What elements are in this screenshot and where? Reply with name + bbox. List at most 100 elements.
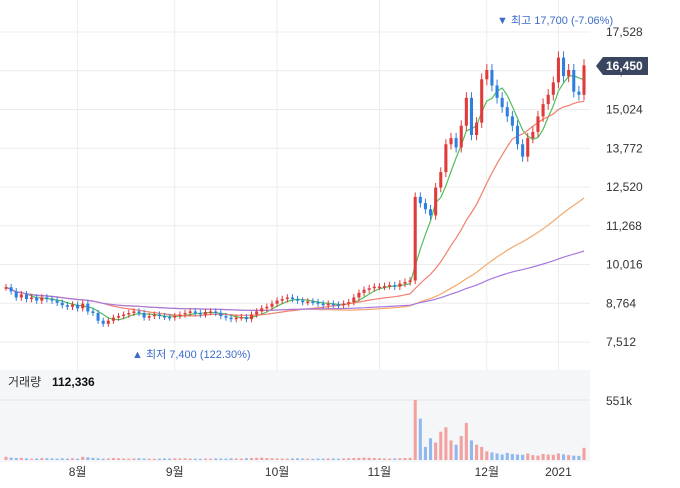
candle-body <box>96 312 100 321</box>
candle-body <box>475 122 479 136</box>
volume-bar <box>567 455 571 460</box>
volume-bar <box>60 458 64 460</box>
candle-body <box>178 314 182 317</box>
volume-bar <box>500 454 504 460</box>
candle-body <box>35 297 39 301</box>
candle-body <box>403 282 407 284</box>
candle-body <box>316 302 320 304</box>
candle <box>357 289 361 301</box>
volume-bar <box>81 456 85 460</box>
candle-body <box>521 144 525 157</box>
candle-body <box>469 97 474 136</box>
low-annotation-text: ▲ 최저 7,400 (122.30%) <box>132 348 251 361</box>
volume-bar <box>521 454 525 460</box>
price-tick-label: 8,764 <box>606 296 636 310</box>
volume-bar <box>137 458 141 460</box>
volume-bar <box>562 454 566 460</box>
candle-body <box>331 303 335 306</box>
candle <box>541 98 545 122</box>
candle <box>367 284 371 294</box>
volume-bar <box>147 458 151 460</box>
candle-body <box>362 289 366 293</box>
candle-body <box>224 316 228 318</box>
candle-body <box>45 297 49 300</box>
candle-body <box>209 311 213 313</box>
volume-bar <box>111 458 115 460</box>
volume-bar <box>45 458 49 460</box>
volume-bar <box>582 447 586 460</box>
candle-body <box>423 203 427 210</box>
volume-bar <box>372 458 376 460</box>
candle-body <box>418 196 422 204</box>
volume-bar <box>9 457 13 460</box>
candle-body <box>193 311 197 313</box>
candle-body <box>536 116 540 132</box>
volume-bar <box>388 458 392 460</box>
candle <box>413 192 417 284</box>
candle-body <box>413 196 417 281</box>
candle-body <box>255 311 259 315</box>
current-price-value: 16,450 <box>606 59 643 73</box>
candle <box>65 301 69 310</box>
volume-bar <box>475 444 479 460</box>
candle <box>260 305 264 315</box>
candle <box>347 298 351 307</box>
volume-bar <box>193 458 197 460</box>
volume-bar <box>347 458 351 460</box>
volume-bar <box>326 458 330 460</box>
time-axis: 8월 9월 10월 11월 12월 2021 <box>69 465 572 479</box>
candle <box>495 79 499 104</box>
candle-body <box>321 303 325 306</box>
candle-body <box>152 314 156 317</box>
volume-bar <box>413 400 417 460</box>
volume-bar <box>572 455 576 460</box>
ma5-line <box>5 74 585 321</box>
candle <box>178 311 182 320</box>
candle-body <box>296 299 300 301</box>
volume-bar <box>122 458 126 460</box>
candle-body <box>454 138 458 148</box>
volume-bar <box>19 457 23 460</box>
candle-body <box>398 283 402 287</box>
candle <box>449 132 453 150</box>
volume-bar <box>14 458 18 460</box>
volume-bar <box>106 458 110 460</box>
candle-body <box>14 291 18 298</box>
candle <box>127 309 131 318</box>
candle <box>249 311 254 323</box>
candle-body <box>19 294 23 298</box>
candle <box>423 198 427 214</box>
volume-bar <box>469 440 474 460</box>
candle <box>567 63 571 83</box>
candle-body <box>106 320 110 324</box>
candle <box>244 313 248 323</box>
volume-bar <box>423 446 427 460</box>
candle-body <box>515 125 520 145</box>
volume-bar <box>91 457 95 460</box>
volume-bar <box>260 457 264 460</box>
high-annotation-text: ▼ 최고 17,700 (-7.06%) <box>497 14 613 27</box>
candle <box>35 294 39 304</box>
candle-body <box>439 172 443 188</box>
candle-body <box>352 297 356 303</box>
candle <box>562 51 566 83</box>
candle-body <box>188 311 192 313</box>
candle-body <box>357 292 361 298</box>
candle <box>122 311 126 320</box>
candle-body <box>24 294 28 300</box>
candle <box>132 308 136 317</box>
candle <box>572 63 576 98</box>
candle-body <box>203 312 208 315</box>
volume-bar <box>296 458 300 460</box>
volume-bar <box>224 458 228 460</box>
candle <box>510 110 514 132</box>
candle-body <box>326 303 330 306</box>
candle-body <box>556 57 560 83</box>
candle <box>382 282 387 291</box>
candle <box>163 312 167 321</box>
candle-body <box>163 316 167 318</box>
candle <box>521 139 525 162</box>
candle-body <box>377 286 381 289</box>
candle <box>316 298 320 307</box>
price-tick-label: 10,016 <box>606 258 643 272</box>
